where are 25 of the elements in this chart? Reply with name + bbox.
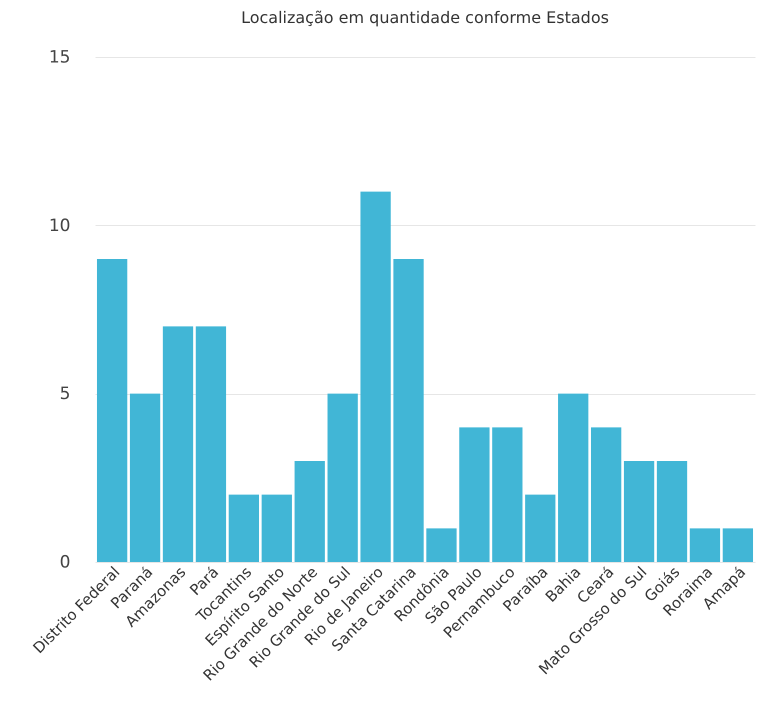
y-tick-label: 15: [48, 48, 70, 68]
bar: [722, 528, 754, 562]
bar: [590, 427, 622, 562]
bar: [228, 494, 260, 562]
bar: [492, 427, 522, 562]
bar: [130, 394, 160, 562]
bar: [558, 394, 588, 562]
bar: [393, 259, 424, 562]
y-tick-label: 0: [60, 552, 70, 572]
bar: [196, 326, 226, 562]
y-tick-label: 10: [48, 216, 70, 236]
bar: [426, 528, 457, 562]
bar: [294, 461, 325, 562]
bar: [656, 461, 688, 562]
y-tick-label: 5: [60, 384, 70, 404]
bar: [459, 427, 490, 562]
bar: [624, 461, 654, 562]
bar: [360, 192, 391, 562]
chart-title: Localização em quantidade conforme Estados: [241, 8, 609, 27]
bar: [690, 528, 720, 562]
bar: [162, 326, 194, 562]
bar: [262, 494, 292, 562]
bar: [525, 494, 556, 562]
bar: [328, 394, 358, 562]
bar: [96, 259, 128, 562]
